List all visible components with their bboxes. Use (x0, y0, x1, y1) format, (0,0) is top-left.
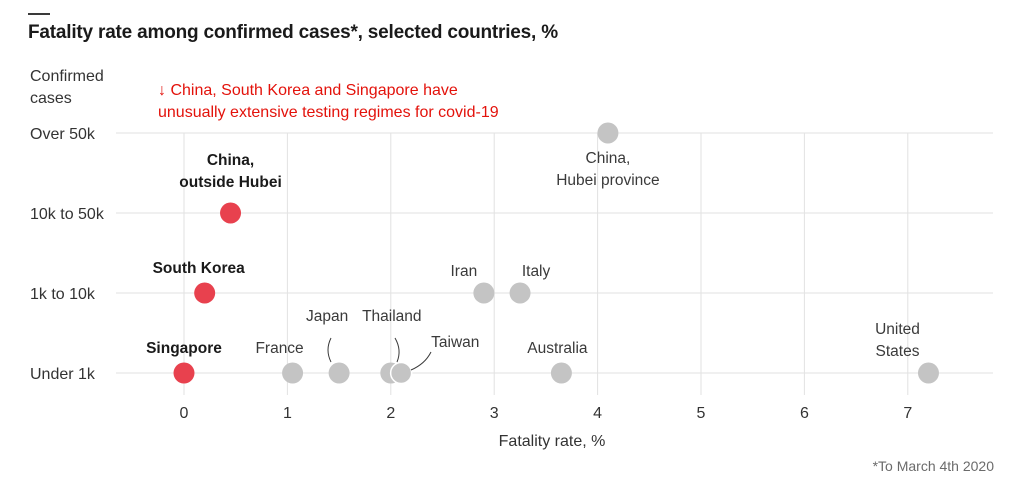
point-label-china-outside-hubei: China, (207, 152, 254, 169)
data-point-australia (550, 362, 572, 384)
x-tick-label: 3 (490, 405, 499, 422)
point-label-japan: Japan (306, 308, 348, 325)
point-label-china-hubei-province: China, (586, 150, 631, 167)
callout-line-japan (327, 337, 332, 363)
y-tick-label: Under 1k (30, 366, 96, 383)
point-label-italy: Italy (522, 263, 551, 280)
data-point-japan (328, 362, 350, 384)
point-label-south-korea: South Korea (153, 260, 246, 277)
x-tick-label: 5 (697, 405, 706, 422)
point-label-australia: Australia (527, 340, 588, 357)
x-tick-label: 0 (180, 405, 189, 422)
y-axis-title: Confirmed cases (30, 66, 104, 110)
point-label-taiwan: Taiwan (431, 334, 479, 351)
x-tick-label: 1 (283, 405, 292, 422)
data-point-south-korea (194, 282, 216, 304)
data-point-singapore (173, 362, 195, 384)
data-point-france (282, 362, 304, 384)
y-tick-label: 10k to 50k (30, 206, 105, 223)
data-point-china-outside-hubei (220, 202, 242, 224)
point-label-china-hubei-province: Hubei province (556, 172, 659, 189)
point-label-france: France (255, 340, 303, 357)
testing-annotation: ↓ China, South Korea and Singapore have … (158, 80, 499, 124)
y-axis-title-line-2: cases (30, 90, 72, 107)
data-point-taiwan (389, 361, 413, 385)
point-label-singapore: Singapore (146, 340, 222, 357)
x-tick-label: 4 (593, 405, 602, 422)
callout-line-thailand (394, 337, 400, 363)
data-point-united-states (917, 362, 939, 384)
y-tick-label: 1k to 10k (30, 286, 96, 303)
y-tick-label: Over 50k (30, 126, 96, 143)
data-point-italy (509, 282, 531, 304)
data-point-iran (473, 282, 495, 304)
x-tick-label: 6 (800, 405, 809, 422)
x-tick-label: 2 (386, 405, 395, 422)
footnote: *To March 4th 2020 (872, 458, 994, 474)
data-point-china-hubei-province (597, 122, 619, 144)
callout-line-taiwan (410, 351, 432, 371)
point-label-thailand: Thailand (362, 308, 421, 325)
x-axis-label: Fatality rate, % (499, 433, 606, 450)
point-label-united-states: States (876, 343, 920, 360)
point-label-united-states: United (875, 321, 920, 338)
x-tick-label: 7 (903, 405, 912, 422)
header-rule (28, 13, 50, 15)
point-label-china-outside-hubei: outside Hubei (179, 174, 281, 191)
annotation-line-2: unusually extensive testing regimes for … (158, 104, 499, 121)
chart-title: Fatality rate among confirmed cases*, se… (28, 22, 558, 43)
y-axis-title-line-1: Confirmed (30, 68, 104, 85)
point-label-iran: Iran (451, 263, 478, 280)
annotation-line-1: ↓ China, South Korea and Singapore have (158, 82, 458, 99)
